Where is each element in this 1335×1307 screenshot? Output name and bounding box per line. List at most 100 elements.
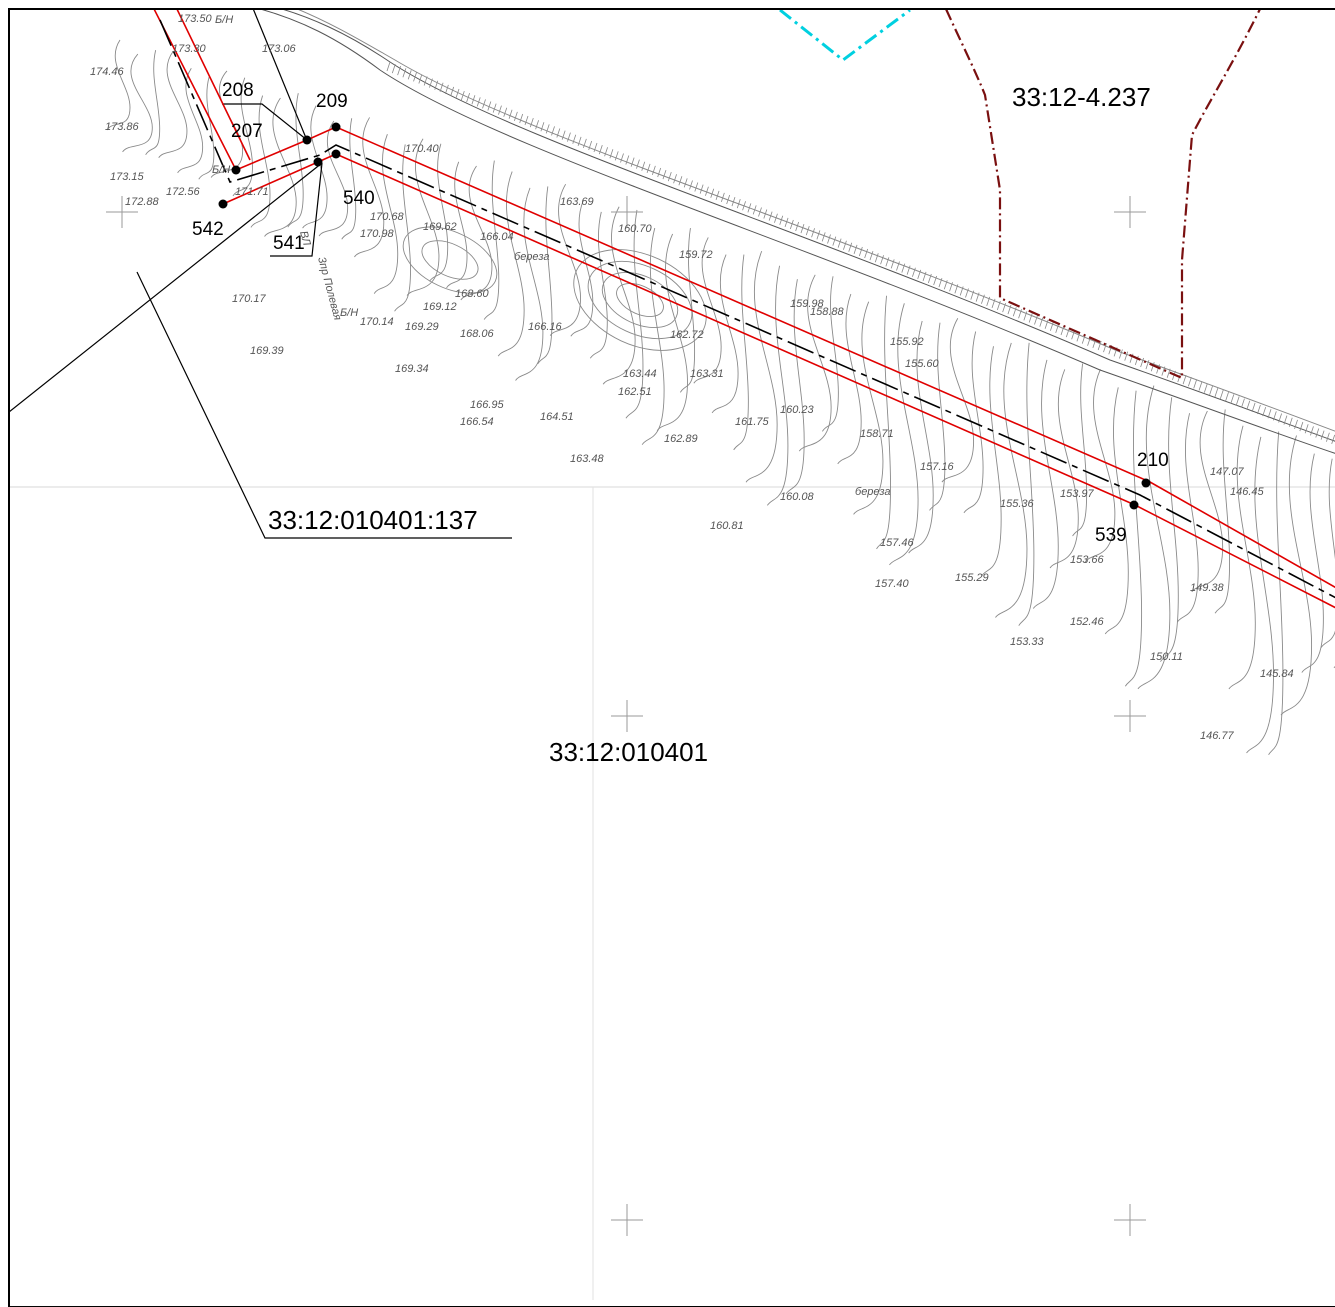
contour-loop [421,240,479,280]
embankment-tick [397,66,401,76]
annotation-bn-1: Б/Н [215,14,233,26]
elevation-mark: 162.72 [670,329,704,341]
elevation-marks: 173.50 173.30 173.06 174.46 173.86 173.15 172.… [90,13,1294,742]
contour-line [1280,435,1313,716]
elevation-mark: 170.68 [370,211,405,223]
embankment-tick [1124,351,1129,361]
contour-line [122,53,153,153]
elevation-mark: 146.45 [1230,486,1265,498]
point-marker-207[interactable] [231,165,241,175]
embankment-tick [768,211,773,221]
contour-line [406,138,440,296]
elevation-mark: 173.50 [178,13,213,25]
embankment-tick [800,223,805,234]
embankment-tick [747,203,752,213]
neighbor-zone-label: 33:12-4.237 [1012,82,1151,112]
contour-line [837,293,862,465]
contour-line [318,120,349,237]
point-marker-542[interactable] [218,199,228,209]
elevation-mark: 169.34 [395,363,429,375]
embankment-tick [880,255,884,265]
embankment-tick [949,282,953,292]
embankment-tick [1310,426,1314,436]
contour-line [198,76,215,180]
elevation-mark: 169.29 [405,321,439,333]
contour-line [302,105,328,229]
embankment-tick [1156,364,1160,374]
contour-line [853,301,884,515]
contour-line [232,77,253,197]
main-parcel-label: 33:12:010401:137 [268,505,478,535]
embankment-tick [1235,396,1240,406]
elevation-mark: 163.44 [623,368,657,380]
embankment-tick [758,207,762,217]
contour-line [1018,342,1035,626]
elevation-mark: 157.40 [875,578,910,590]
embankment-tick [1241,398,1245,408]
embankment-tick [705,186,709,196]
embankment-tick [933,275,938,286]
embankment-tick [975,292,980,302]
point-marker-209[interactable] [331,122,341,132]
embankment-tick [466,93,470,103]
elevation-mark: 145.84 [1260,668,1294,680]
point-label-542: 542 [192,219,224,240]
embankment-tick [545,124,550,134]
point-marker-208[interactable] [302,135,312,145]
elevation-mark: 169.12 [423,301,457,313]
contour-line [981,346,1002,577]
contour-line [1072,363,1088,537]
embankment-tick [476,97,481,107]
embankment-tick [1278,413,1282,423]
embankment-tick [816,230,821,240]
contour-line [625,209,644,419]
point-marker-541[interactable] [313,157,323,167]
contour-line [1124,390,1143,687]
embankment-tick [455,88,460,99]
embankment-tick [513,111,518,122]
contour-loop [601,272,679,328]
point-label-209: 209 [316,91,348,112]
embankment-tick [625,155,630,165]
point-marker-540[interactable] [331,149,341,159]
contour-line [1160,397,1179,662]
embankment-tick [646,163,651,173]
embankment-tick [577,136,582,146]
embankment-tick [572,134,577,144]
elevation-mark: 146.77 [1200,730,1235,742]
elevation-mark: 170.17 [232,293,267,305]
embankment-tick [1283,415,1288,425]
embankment-tick [503,107,508,117]
contour-line [679,228,696,393]
contour-loop [587,260,693,340]
embankment-tick [991,298,996,309]
embankment-tick [1198,381,1203,391]
embankment-tick [789,219,794,230]
contour-line [767,265,789,506]
contour-line [341,118,357,240]
embankment-tick [551,126,555,136]
embankment-tick [1219,389,1224,400]
point-marker-210[interactable] [1141,478,1151,488]
embankment-tick [827,234,831,244]
boundary-points [218,122,1151,510]
embankment-tick [434,80,439,90]
embankment-tick [694,182,699,192]
point-marker-539[interactable] [1129,500,1139,510]
embankment-tick [784,217,789,227]
contour-line [995,342,1028,618]
embankment-tick [689,180,693,190]
point-label-210: 210 [1137,450,1169,471]
embankment-tick [890,259,895,269]
embankment-tick [620,153,624,163]
embankment-tick [1119,349,1123,359]
elevation-mark: 162.89 [664,433,698,445]
contour-line [177,68,204,174]
point-label-539: 539 [1095,525,1127,546]
elevation-mark: 159.98 [790,298,825,310]
embankment-tick [407,70,412,80]
contour-line [158,50,188,158]
embankment-tick [752,205,757,215]
embankment-tick [848,242,853,252]
